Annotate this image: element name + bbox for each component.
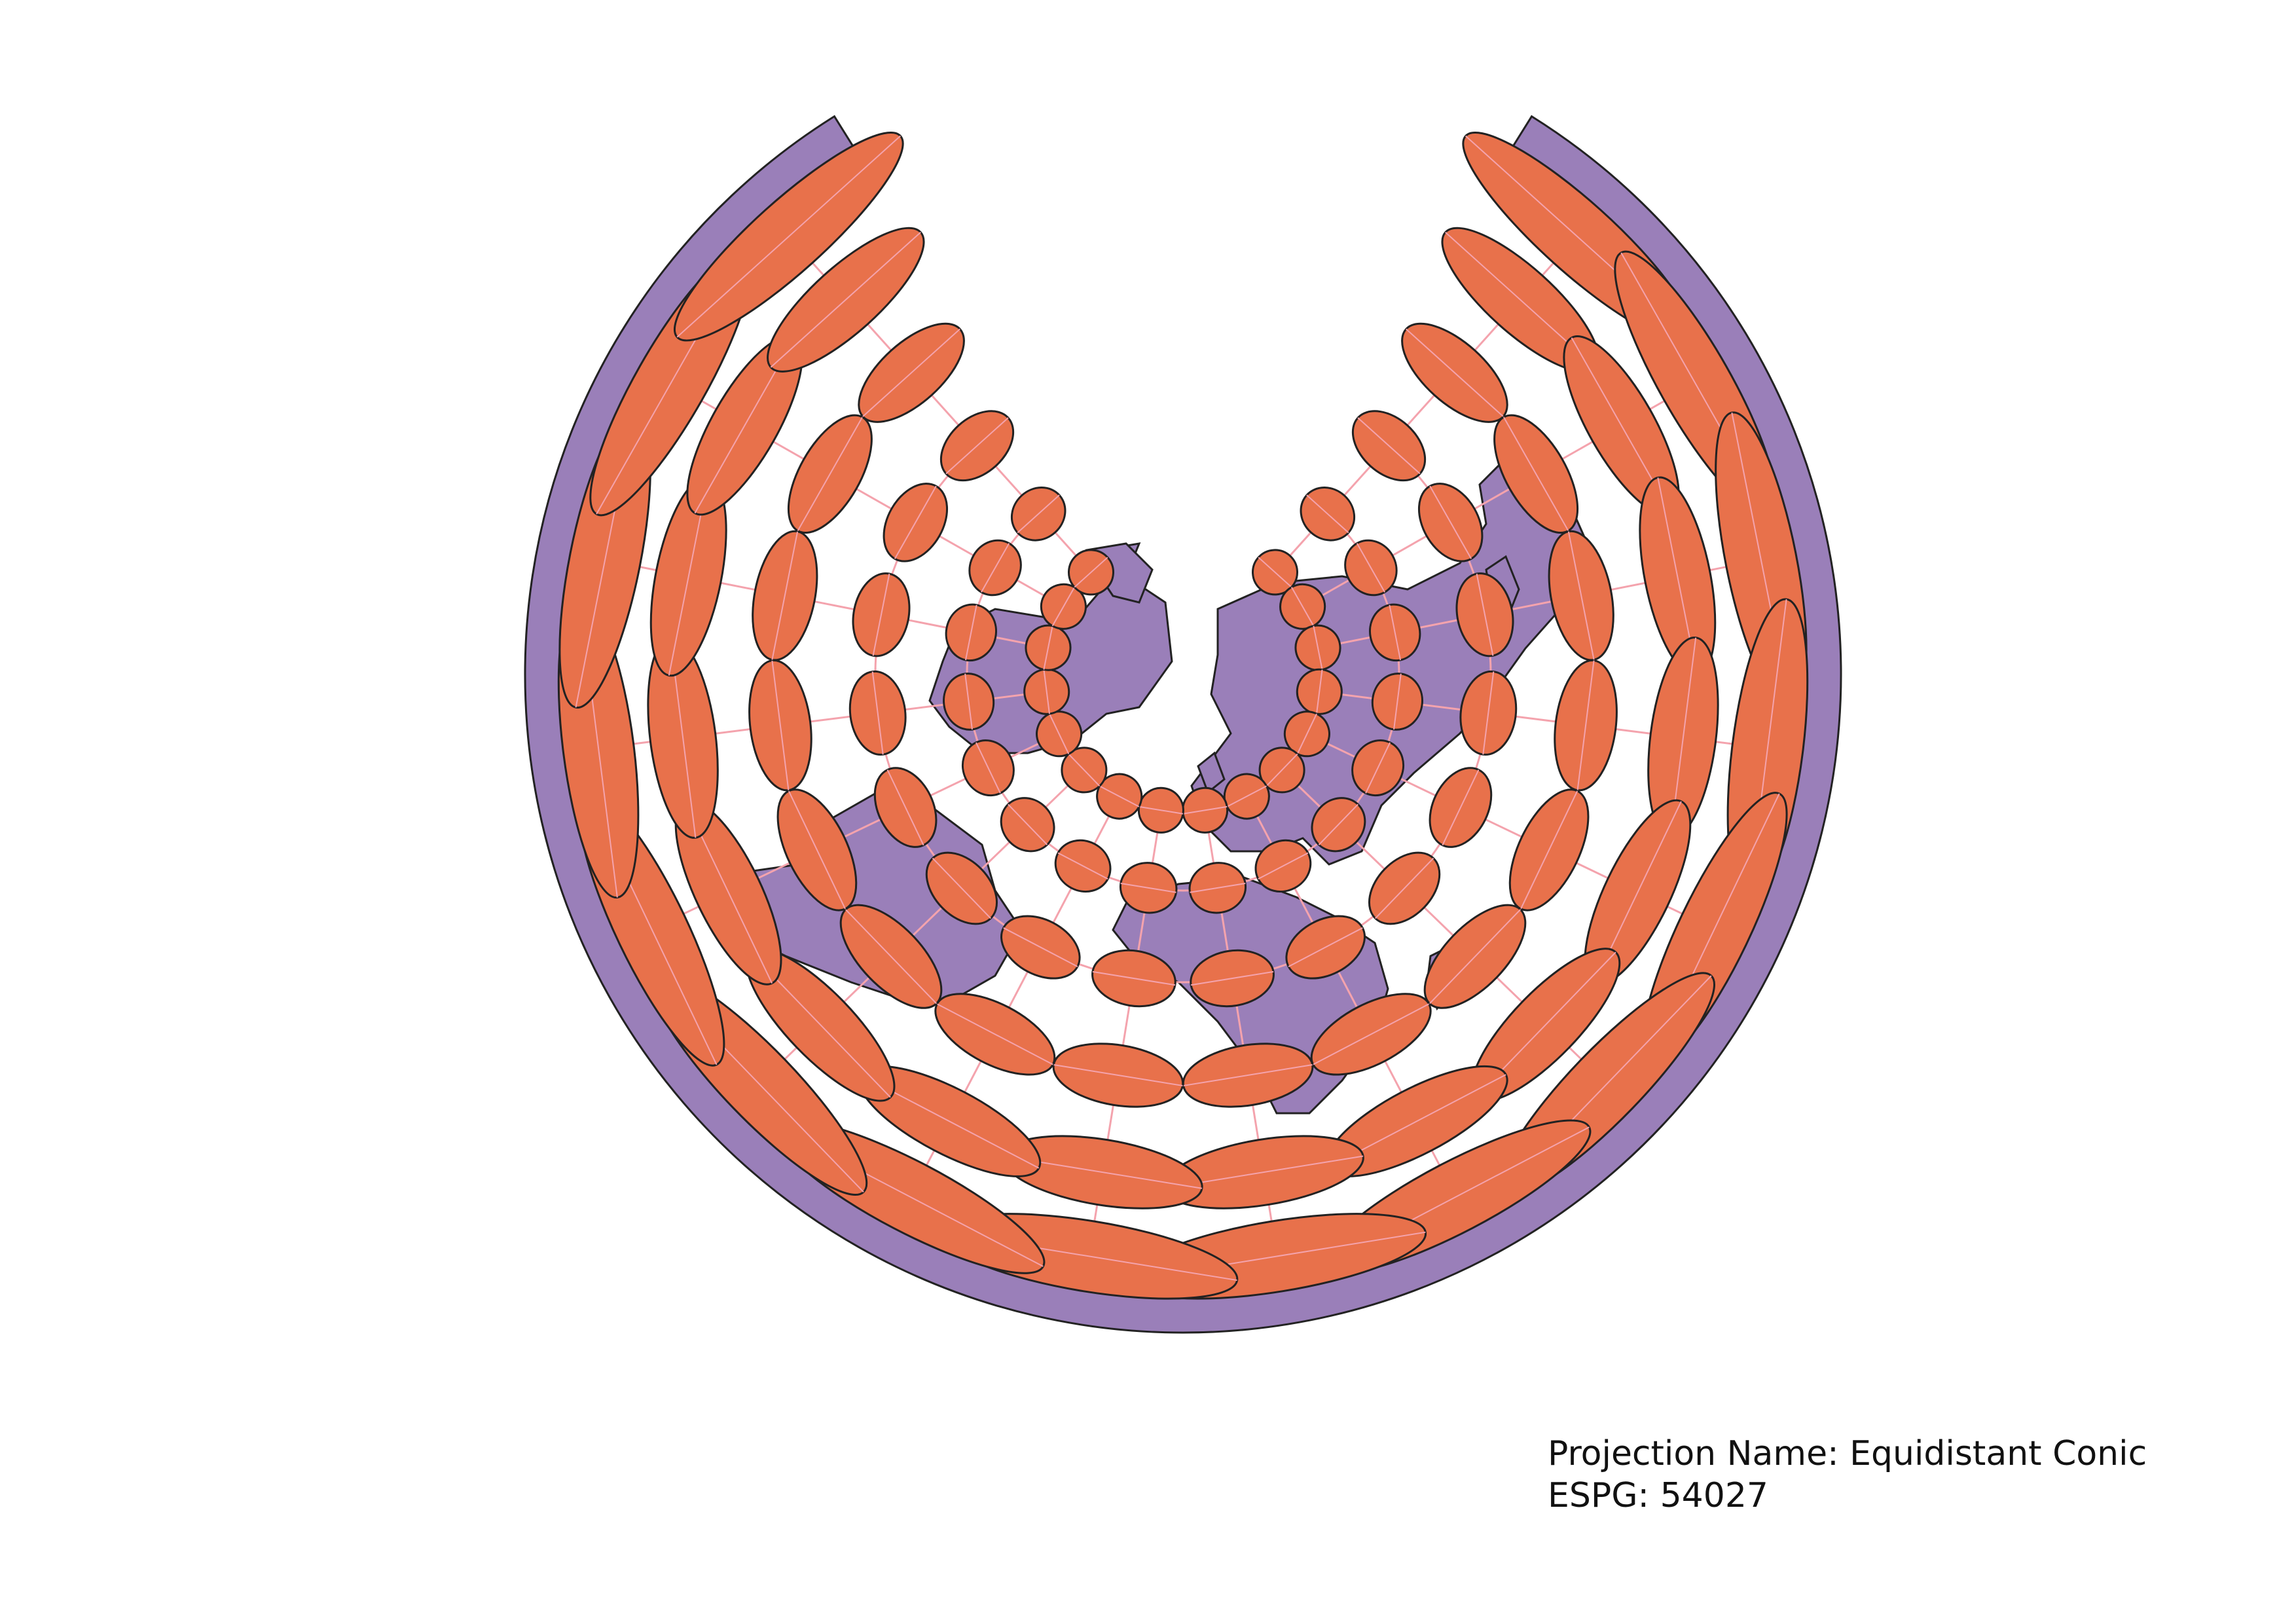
indicatrix-axis xyxy=(1567,531,1595,660)
indicatrix-axis xyxy=(1043,669,1050,714)
indicatrix-axis xyxy=(1406,328,1504,417)
indicatrix-axis xyxy=(862,328,960,417)
indicatrix-axis xyxy=(1520,790,1578,910)
indicatrix-axis xyxy=(1313,1003,1430,1065)
indicatrix-axis xyxy=(1482,671,1495,755)
indicatrix-axis xyxy=(1389,604,1402,661)
indicatrix-axis xyxy=(1049,713,1070,754)
indicatrix-axis xyxy=(1120,882,1176,893)
indicatrix-axis xyxy=(1306,494,1349,534)
indicatrix-axis xyxy=(932,857,991,919)
indicatrix-axis xyxy=(1296,713,1317,754)
indicatrix-axis xyxy=(872,573,890,656)
indicatrix-axis xyxy=(1043,625,1053,670)
uk-land xyxy=(1197,751,1226,794)
indicatrix-axis xyxy=(981,543,1010,593)
indicatrix-axis xyxy=(1429,909,1522,1005)
map-caption: Projection Name: Equidistant Conic ESPG:… xyxy=(1548,1433,2147,1517)
indicatrix-axis xyxy=(964,604,977,661)
indicatrix-axis xyxy=(1099,785,1140,807)
indicatrix-axis xyxy=(1429,485,1472,559)
indicatrix-axis xyxy=(1190,970,1274,986)
projection-name-text: Projection Name: Equidistant Conic xyxy=(1548,1434,2147,1473)
indicatrix-axis xyxy=(1365,742,1391,794)
indicatrix-axis xyxy=(1313,625,1323,670)
indicatrix-axis xyxy=(1290,587,1315,627)
indicatrix-axis xyxy=(886,769,924,846)
indicatrix-axis xyxy=(1393,673,1402,730)
indicatrix-axis xyxy=(1266,753,1298,787)
indicatrix-axis xyxy=(1057,852,1108,880)
indicatrix-axis xyxy=(1190,882,1246,893)
indicatrix-axis xyxy=(964,673,973,730)
indicatrix-axis xyxy=(1375,857,1434,919)
indicatrix-axis xyxy=(1017,494,1060,534)
indicatrix-axis xyxy=(788,790,846,910)
indicatrix-axis xyxy=(1226,785,1267,807)
indicatrix-axis xyxy=(676,135,901,338)
indicatrix-axis xyxy=(1139,805,1184,815)
indicatrix-axis xyxy=(1068,753,1101,787)
indicatrix-axis xyxy=(1576,660,1595,790)
indicatrix-axis xyxy=(770,232,921,368)
indicatrix-axis xyxy=(1258,852,1309,880)
indicatrix-axis xyxy=(1316,669,1323,714)
indicatrix-axis xyxy=(1356,543,1385,593)
indicatrix-axis xyxy=(1074,557,1108,588)
distortion-ellipses xyxy=(557,131,1809,1300)
indicatrix-axis xyxy=(797,416,864,532)
indicatrix-axis xyxy=(1053,1064,1183,1086)
indicatrix-axis xyxy=(1288,927,1363,967)
indicatrix-axis xyxy=(1318,803,1358,845)
indicatrix-axis xyxy=(1003,927,1078,967)
indicatrix-axis xyxy=(1092,970,1176,986)
indicatrix-axis xyxy=(894,485,937,559)
indicatrix-axis xyxy=(1476,573,1494,656)
indicatrix-axis xyxy=(1503,416,1569,532)
indicatrix-axis xyxy=(936,1003,1053,1065)
indicatrix-axis xyxy=(1442,769,1480,846)
indicatrix-axis xyxy=(1258,557,1292,588)
indicatrix-axis xyxy=(945,417,1009,475)
indicatrix-axis xyxy=(771,660,790,790)
indicatrix-axis xyxy=(1008,803,1048,845)
indicatrix-axis xyxy=(1182,805,1228,815)
indicatrix-axis xyxy=(845,909,938,1005)
indicatrix-axis xyxy=(871,671,884,755)
indicatrix-axis xyxy=(1357,417,1421,475)
indicatrix-axis xyxy=(771,531,799,660)
projection-code-text: ESPG: 54027 xyxy=(1548,1476,1768,1515)
indicatrix-axis xyxy=(975,742,1001,794)
indicatrix-axis xyxy=(1183,1064,1313,1086)
indicatrix-axis xyxy=(1051,587,1076,627)
